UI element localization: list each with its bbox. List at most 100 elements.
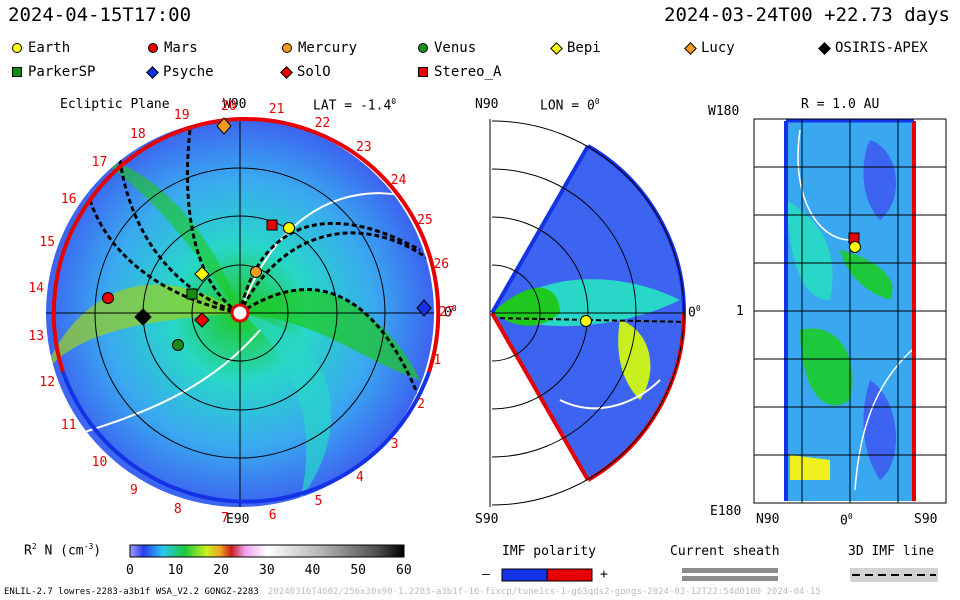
ecliptic-number-5: 5 [314, 494, 323, 510]
ecliptic-number-8: 8 [173, 502, 182, 518]
ecliptic-number-6: 6 [268, 507, 277, 523]
circle-marker-icon [148, 43, 158, 53]
stereo-a-marker [266, 219, 278, 231]
legend-item-mercury: Mercury [282, 40, 357, 56]
legend-item-osiris-apex: OSIRIS-APEX [818, 40, 928, 56]
ecliptic-number-15: 15 [39, 234, 56, 250]
radial-x-mid-label: 00 [840, 512, 853, 529]
legend-item-mars: Mars [148, 40, 198, 56]
ecliptic-number-14: 14 [28, 281, 45, 297]
mercury-marker [250, 266, 262, 278]
radial-left-mid-label: 1 [736, 304, 744, 319]
ecliptic-number-18: 18 [130, 126, 146, 142]
ecliptic-number-22: 22 [314, 115, 331, 131]
legend-item-label: Venus [434, 40, 477, 56]
meridional-right-label: 00 [688, 304, 701, 321]
ecliptic-disk [46, 116, 441, 507]
ecliptic-number-4: 4 [356, 470, 364, 486]
square-marker-icon [12, 67, 22, 77]
ecliptic-title: Ecliptic Plane [60, 97, 170, 112]
imf-polarity-positive [546, 568, 593, 582]
ecliptic-number-26: 26 [433, 257, 450, 273]
footer-run-info: ENLIL-2.7 lowres-2283-a3b1f WSA_V2.2 GON… [4, 587, 259, 597]
ecliptic-number-16: 16 [60, 191, 77, 207]
ecliptic-number-10: 10 [91, 454, 108, 470]
ecliptic-lat-label: LAT = -1.40 [313, 97, 397, 114]
ecliptic-number-1: 1 [433, 352, 442, 368]
radial-panel [753, 118, 947, 504]
ecliptic-number-7: 7 [221, 510, 229, 526]
square-marker-icon [418, 67, 428, 77]
mars-marker [102, 292, 114, 304]
legend-item-bepi: Bepi [550, 40, 601, 56]
legend-item-label: Earth [28, 40, 71, 56]
ecliptic-number-13: 13 [28, 328, 45, 344]
solo-marker [194, 312, 210, 328]
ecliptic-number-12: 12 [39, 375, 56, 391]
legend-item-stereo-a: Stereo_A [418, 64, 501, 80]
legend-item-label: Mars [164, 40, 198, 56]
radial-title: R = 1.0 AU [801, 97, 880, 112]
ecliptic-number-17: 17 [91, 155, 108, 171]
colorbar-tick-0: 0 [126, 563, 134, 578]
radial-x-right-label: S90 [914, 512, 938, 527]
legend-item-label: SolO [297, 64, 331, 80]
imf-polarity-negative [501, 568, 548, 582]
current-sheath-swatch [682, 568, 778, 573]
ecliptic-markers [102, 117, 432, 351]
circle-marker-icon [418, 43, 428, 53]
ecliptic-number-19: 19 [173, 107, 190, 123]
radial-earth-marker [849, 241, 861, 253]
colorbar-tick-10: 10 [167, 563, 184, 578]
legend-item-label: Mercury [298, 40, 358, 56]
ecliptic-right-label: 00 [444, 304, 457, 321]
legend-item-earth: Earth [12, 40, 70, 56]
radial-top-left-label: W180 [708, 104, 740, 119]
meridional-lon-label: LON = 00 [540, 97, 600, 114]
ecliptic-number-2: 2 [417, 397, 425, 413]
run-time-label: 2024-04-15T17:00 [8, 4, 192, 26]
ecliptic-number-3: 3 [390, 437, 399, 453]
meridional-top-label: N90 [475, 97, 499, 112]
colorbar-tick-30: 30 [259, 563, 275, 578]
psyche-marker [416, 299, 432, 317]
meridional-earth-marker [580, 315, 592, 327]
legend-item-label: ParkerSP [28, 64, 96, 80]
venus-marker [172, 339, 184, 351]
circle-marker-icon [12, 43, 22, 53]
ecliptic-number-23: 23 [356, 139, 372, 155]
bepi-marker [194, 266, 210, 282]
legend-item-label: Stereo_A [434, 64, 502, 80]
current-sheath-label: Current sheath [670, 544, 780, 559]
colorbar-tick-60: 60 [396, 563, 412, 578]
ecliptic-bottom-label: E90 [226, 512, 250, 527]
ecliptic-number-11: 11 [60, 418, 77, 434]
ecliptic-number-20: 20 [221, 99, 237, 115]
colorbar-tick-20: 20 [213, 563, 229, 578]
meridional-bottom-label: S90 [475, 512, 499, 527]
parkersp-marker [186, 288, 198, 300]
imf-polarity-plus: + [600, 567, 608, 582]
legend-item-lucy: Lucy [684, 40, 735, 56]
meridional-wedge [489, 119, 687, 507]
start-time-label: 2024-03-24T00 +22.73 days [664, 4, 950, 26]
imf-polarity-label: IMF polarity [502, 544, 596, 559]
legend-item-solo: SolO [280, 64, 331, 80]
legend-item-venus: Venus [418, 40, 476, 56]
ecliptic-number-24: 24 [390, 172, 407, 188]
ecliptic-number-25: 25 [417, 212, 433, 228]
ecliptic-number-9: 9 [130, 483, 138, 499]
imf-line-label: 3D IMF line [848, 544, 935, 559]
imf-polarity-minus: – [482, 567, 490, 582]
legend-item-label: Lucy [701, 40, 735, 56]
legend-item-parkersp: ParkerSP [12, 64, 95, 80]
legend-item-label: OSIRIS-APEX [835, 40, 928, 56]
radial-bottom-left-label: E180 [710, 504, 742, 519]
footer-run-path: 20240316T4602/256x30x90-1.2283-a3b1f-16-… [268, 587, 821, 597]
colorbar-tick-40: 40 [304, 563, 321, 578]
radial-x-left-label: N90 [756, 512, 780, 527]
colorbar-label: R2 N (cm-3) [24, 542, 102, 559]
density-colorbar [129, 544, 405, 558]
colorbar-tick-50: 50 [350, 563, 366, 578]
